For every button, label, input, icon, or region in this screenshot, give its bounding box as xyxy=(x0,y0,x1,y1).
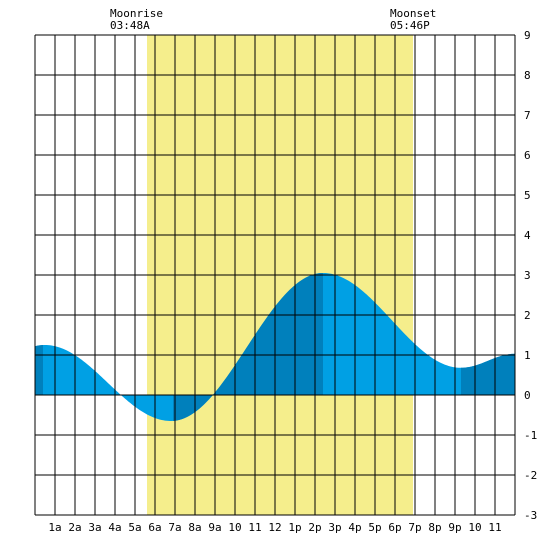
x-tick-label: 2a xyxy=(68,521,81,534)
moonset-time: 05:46P xyxy=(390,19,430,32)
chart-grid xyxy=(34,34,516,516)
x-tick-label: 3a xyxy=(88,521,101,534)
x-axis-tick-labels: 1a 2a 3a 4a 5a 6a 7a 8a 9a 10 11 12 1p 2p 3p 4p 5p 6p 7p 8p… xyxy=(48,521,501,534)
x-tick-label: 4a xyxy=(108,521,121,534)
moonrise-label: Moonrise xyxy=(110,7,163,20)
y-tick-label: 2 xyxy=(524,309,531,322)
y-tick-label: 9 xyxy=(524,29,531,42)
tide-dark-band-0 xyxy=(35,345,43,395)
moonrise-time: 03:48A xyxy=(110,19,150,32)
y-tick-label: -2 xyxy=(524,469,537,482)
y-tick-label: -1 xyxy=(524,429,537,442)
y-tick-label: 0 xyxy=(524,389,531,402)
x-tick-label: 2p xyxy=(308,521,321,534)
x-tick-label: 9a xyxy=(208,521,221,534)
x-tick-label: 5a xyxy=(128,521,141,534)
tide-dark-band-2 xyxy=(215,273,323,395)
x-tick-label: 11 xyxy=(488,521,501,534)
y-tick-label: 4 xyxy=(524,229,531,242)
tide-dark-band-1 xyxy=(173,392,215,421)
y-tick-label: 8 xyxy=(524,69,531,82)
y-axis-tick-labels: 9 8 7 6 5 4 3 2 1 0 -1 -2 -3 xyxy=(524,29,537,522)
x-tick-label: 6p xyxy=(388,521,401,534)
y-tick-label: 3 xyxy=(524,269,531,282)
x-tick-label: 6a xyxy=(148,521,161,534)
x-tick-label: 7a xyxy=(168,521,181,534)
tide-dark-band-3 xyxy=(461,353,515,395)
x-tick-label: 1a xyxy=(48,521,61,534)
x-tick-label: 5p xyxy=(368,521,381,534)
x-tick-label: 9p xyxy=(448,521,461,534)
y-tick-label: 6 xyxy=(524,149,531,162)
y-tick-label: 5 xyxy=(524,189,531,202)
x-tick-label: 7p xyxy=(408,521,421,534)
x-tick-label: 8p xyxy=(428,521,441,534)
x-tick-label: 10 xyxy=(228,521,241,534)
x-tick-label: 8a xyxy=(188,521,201,534)
x-tick-label: 4p xyxy=(348,521,361,534)
y-tick-label: 7 xyxy=(524,109,531,122)
y-tick-label: -3 xyxy=(524,509,537,522)
x-tick-label: 12 xyxy=(268,521,281,534)
y-tick-label: 1 xyxy=(524,349,531,362)
x-tick-label: 3p xyxy=(328,521,341,534)
x-tick-label: 10 xyxy=(468,521,481,534)
x-tick-label: 11 xyxy=(248,521,261,534)
x-tick-label: 1p xyxy=(288,521,301,534)
moonset-label: Moonset xyxy=(390,7,436,20)
